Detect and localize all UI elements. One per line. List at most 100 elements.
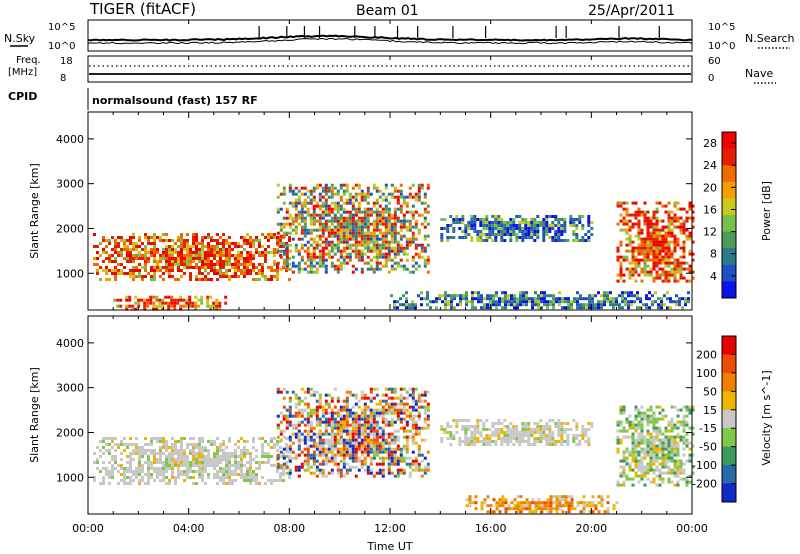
- heatmap-cell: [336, 231, 340, 235]
- heatmap-cell: [282, 261, 286, 265]
- heatmap-cell: [579, 294, 582, 298]
- heatmap-cell: [390, 402, 394, 406]
- heatmap-cell: [619, 261, 623, 265]
- heatmap-cell: [661, 204, 665, 208]
- heatmap-cell: [348, 252, 352, 256]
- heatmap-cell: [545, 224, 549, 227]
- heatmap-cell: [655, 438, 659, 442]
- heatmap-cell: [390, 240, 394, 244]
- heatmap-cell: [489, 300, 492, 304]
- heatmap-cell: [294, 393, 298, 397]
- heatmap-cell: [186, 251, 189, 254]
- heatmap-cell: [634, 474, 638, 478]
- heatmap-cell: [333, 435, 337, 439]
- heatmap-cell: [297, 420, 301, 424]
- heatmap-cell: [471, 501, 475, 505]
- heatmap-cell: [405, 444, 409, 448]
- heatmap-cell: [321, 450, 325, 454]
- heatmap-cell: [318, 264, 322, 268]
- heatmap-cell: [399, 249, 403, 253]
- heatmap-cell: [509, 422, 513, 425]
- heatmap-cell: [537, 504, 541, 508]
- heatmap-cell: [150, 464, 153, 467]
- heatmap-cell: [354, 231, 358, 235]
- heatmap-cell: [507, 294, 510, 298]
- heatmap-cell: [521, 434, 525, 437]
- heatmap-cell: [563, 422, 567, 425]
- heatmap-cell: [485, 227, 489, 230]
- heatmap-cell: [159, 473, 162, 476]
- heatmap-cell: [661, 270, 665, 274]
- heatmap-cell: [531, 498, 535, 502]
- heatmap-cell: [180, 233, 183, 236]
- heatmap-cell: [441, 300, 444, 304]
- heatmap-cell: [327, 234, 331, 238]
- heatmap-cell: [658, 261, 662, 265]
- heatmap-cell: [652, 258, 656, 262]
- heatmap-cell: [216, 437, 219, 440]
- heatmap-cell: [378, 411, 382, 415]
- nave-label: Nave: [745, 67, 773, 80]
- heatmap-cell: [649, 252, 653, 256]
- heatmap-cell: [333, 231, 337, 235]
- heatmap-cell: [471, 297, 474, 301]
- heatmap-cell: [486, 303, 489, 307]
- heatmap-cell: [495, 291, 498, 295]
- heatmap-cell: [606, 510, 610, 514]
- heatmap-cell: [688, 264, 692, 268]
- heatmap-cell: [327, 207, 331, 211]
- heatmap-cell: [339, 231, 343, 235]
- heatmap-cell: [309, 435, 313, 439]
- heatmap-cell: [652, 234, 656, 238]
- heatmap-cell: [452, 434, 456, 437]
- heatmap-cell: [390, 216, 394, 220]
- heatmap-cell: [333, 459, 337, 463]
- heatmap-cell: [261, 437, 264, 440]
- heatmap-cell: [252, 278, 255, 281]
- heatmap-cell: [234, 461, 237, 464]
- heatmap-cell: [267, 236, 270, 239]
- heatmap-cell: [318, 396, 322, 400]
- heatmap-cell: [399, 387, 403, 391]
- heatmap-cell: [309, 456, 313, 460]
- heatmap-cell: [192, 245, 195, 248]
- heatmap-cell: [557, 233, 561, 236]
- heatmap-cell: [285, 267, 289, 271]
- heatmap-cell: [555, 507, 559, 511]
- heatmap-cell: [679, 207, 683, 211]
- heatmap-cell: [294, 456, 298, 460]
- heatmap-cell: [652, 246, 656, 250]
- heatmap-cell: [548, 434, 552, 437]
- heatmap-cell: [678, 303, 681, 307]
- heatmap-cell: [652, 411, 656, 415]
- heatmap-cell: [249, 242, 252, 245]
- heatmap-cell: [345, 411, 349, 415]
- heatmap-cell: [622, 480, 626, 484]
- heatmap-cell: [423, 411, 427, 415]
- heatmap-cell: [279, 446, 282, 449]
- heatmap-cell: [405, 243, 409, 247]
- heatmap-cell: [114, 269, 117, 272]
- heatmap-cell: [643, 255, 647, 259]
- heatmap-cell: [165, 467, 168, 470]
- heatmap-cell: [455, 221, 459, 224]
- heatmap-cell: [138, 272, 141, 275]
- heatmap-cell: [649, 450, 653, 454]
- heatmap-cell: [348, 225, 352, 229]
- heatmap-cell: [649, 444, 653, 448]
- heatmap-cell: [667, 228, 671, 232]
- heatmap-cell: [345, 426, 349, 430]
- heatmap-cell: [501, 297, 504, 301]
- heatmap-cell: [123, 266, 126, 269]
- heatmap-cell: [423, 438, 427, 442]
- heatmap-cell: [321, 252, 325, 256]
- heatmap-cell: [513, 303, 516, 307]
- heatmap-cell: [342, 228, 346, 232]
- heatmap-cell: [183, 257, 186, 260]
- heatmap-cell: [587, 221, 591, 224]
- heatmap-cell: [327, 231, 331, 235]
- heatmap-cell: [621, 294, 624, 298]
- heatmap-cell: [528, 300, 531, 304]
- heatmap-cell: [222, 272, 225, 275]
- heatmap-cell: [676, 243, 680, 247]
